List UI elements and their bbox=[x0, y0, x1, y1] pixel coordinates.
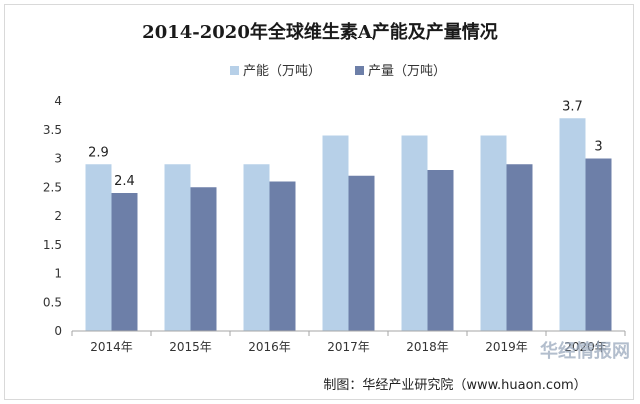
y-axis: 0 0.5 1 1.5 2 2.5 3 3.5 4 bbox=[43, 94, 62, 338]
bar-capacity-2 bbox=[164, 164, 191, 331]
data-label: 3.7 bbox=[562, 99, 583, 114]
data-label: 2.9 bbox=[88, 145, 109, 160]
bar-capacity-1 bbox=[85, 164, 112, 331]
legend-label-1: 产能（万吨） bbox=[243, 64, 321, 79]
y-tick-label: 0 bbox=[54, 324, 62, 338]
x-tick-label: 2017年 bbox=[327, 340, 370, 354]
x-tick-label: 2014年 bbox=[90, 340, 133, 354]
bar-output-1 bbox=[111, 193, 138, 331]
legend-swatch-2 bbox=[355, 66, 364, 75]
bar-capacity-6 bbox=[480, 135, 507, 331]
y-tick-label: 0.5 bbox=[43, 295, 62, 309]
data-label: 3 bbox=[594, 140, 602, 155]
y-tick-label: 3 bbox=[54, 152, 62, 166]
data-labels: 2.9 2.4 3.7 3 bbox=[88, 99, 602, 189]
x-tick-label: 2015年 bbox=[169, 340, 212, 354]
data-label: 2.4 bbox=[114, 174, 135, 189]
bar-capacity-3 bbox=[243, 164, 270, 331]
bar-output-5 bbox=[427, 170, 454, 331]
bar-capacity-7 bbox=[559, 118, 586, 331]
x-tick-label: 2018年 bbox=[406, 340, 449, 354]
chart-title: 2014-2020年全球维生素A产能及产量情况 bbox=[142, 21, 498, 43]
bar-capacity-4 bbox=[322, 135, 349, 331]
bars bbox=[85, 118, 612, 331]
bar-output-7 bbox=[585, 158, 612, 331]
y-tick-label: 3.5 bbox=[43, 123, 62, 137]
y-tick-label: 1 bbox=[54, 267, 62, 281]
legend: 产能（万吨） 产量（万吨） bbox=[230, 64, 446, 79]
watermark-text: 华经情报网 bbox=[540, 340, 630, 362]
bar-capacity-5 bbox=[401, 135, 428, 331]
x-tick-label: 2019年 bbox=[485, 340, 528, 354]
y-tick-label: 2.5 bbox=[43, 180, 62, 194]
bar-output-6 bbox=[506, 164, 533, 331]
y-tick-label: 2 bbox=[54, 209, 62, 223]
legend-label-2: 产量（万吨） bbox=[368, 64, 446, 79]
source-note: 制图：华经产业研究院（www.huaon.com） bbox=[323, 378, 586, 393]
y-tick-label: 1.5 bbox=[43, 238, 62, 252]
bar-output-4 bbox=[348, 175, 375, 331]
legend-swatch-1 bbox=[230, 66, 239, 75]
bar-output-3 bbox=[269, 181, 296, 331]
x-tick-label: 2020年 bbox=[564, 340, 607, 354]
x-axis: 2014年 2015年 2016年 2017年 2018年 2019年 2020年 bbox=[71, 330, 626, 354]
y-tick-label: 4 bbox=[54, 94, 62, 108]
bar-output-2 bbox=[190, 187, 217, 331]
x-tick-label: 2016年 bbox=[248, 340, 291, 354]
